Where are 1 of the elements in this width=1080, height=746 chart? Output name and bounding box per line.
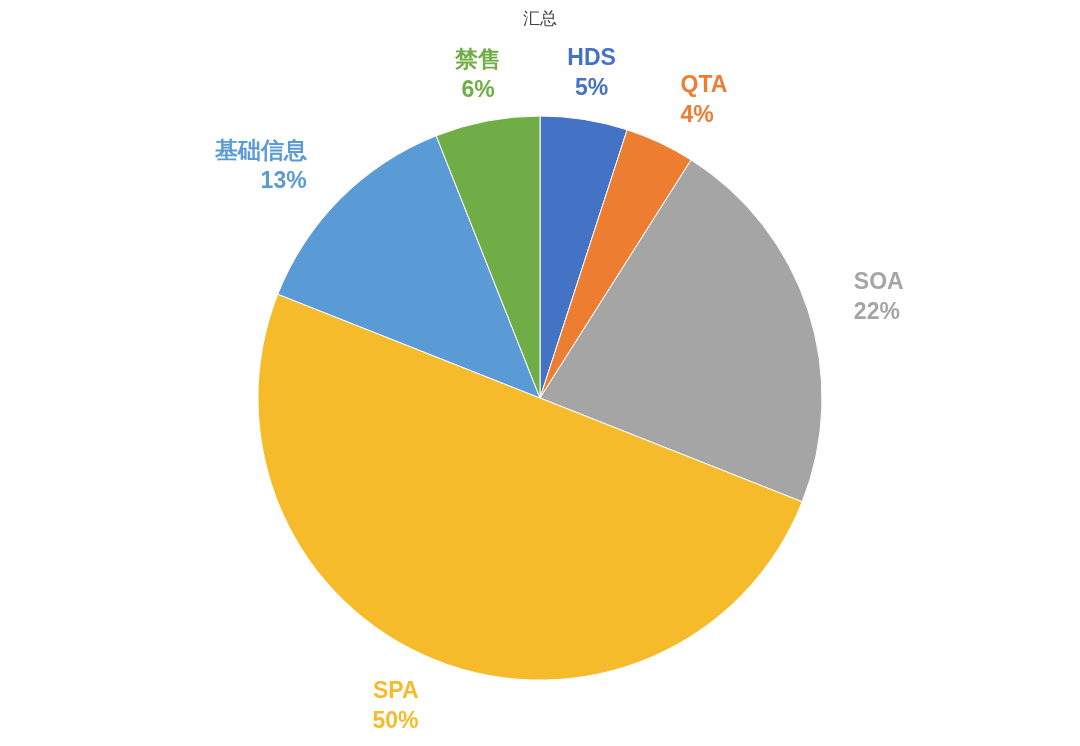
title: 汇总 [523, 9, 557, 28]
